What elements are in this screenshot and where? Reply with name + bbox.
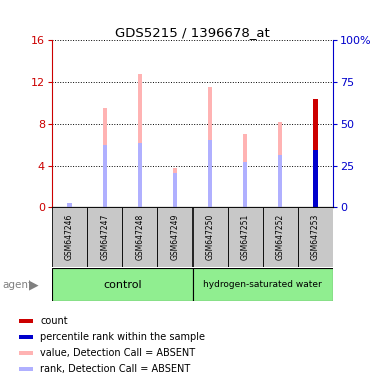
Bar (263, 207, 298, 267)
Bar (157, 207, 192, 267)
Bar (19, 351, 33, 355)
Bar (313, 150, 318, 207)
Bar (192, 207, 228, 267)
Bar (19, 335, 33, 339)
Text: rank, Detection Call = ABSENT: rank, Detection Call = ABSENT (40, 364, 190, 374)
Text: GSM647252: GSM647252 (276, 214, 285, 260)
Text: GSM647247: GSM647247 (100, 214, 109, 260)
Text: GSM647248: GSM647248 (135, 214, 144, 260)
Bar (52, 268, 192, 301)
Title: GDS5215 / 1396678_at: GDS5215 / 1396678_at (115, 26, 270, 39)
Bar (19, 319, 33, 323)
Bar (192, 268, 333, 301)
Bar (67, 203, 72, 207)
Text: hydrogen-saturated water: hydrogen-saturated water (203, 280, 322, 289)
Bar (278, 155, 283, 207)
Bar (313, 99, 318, 207)
Bar (243, 162, 247, 207)
Text: percentile rank within the sample: percentile rank within the sample (40, 332, 205, 342)
Text: agent: agent (2, 280, 32, 290)
Bar (228, 207, 263, 267)
Bar (67, 203, 72, 207)
Text: GSM647251: GSM647251 (241, 214, 250, 260)
Bar (278, 122, 283, 207)
Text: GSM647250: GSM647250 (206, 214, 214, 260)
Bar (102, 145, 107, 207)
Bar (138, 74, 142, 207)
Bar (87, 207, 122, 267)
Bar (173, 168, 177, 207)
Bar (208, 87, 212, 207)
Bar (102, 108, 107, 207)
Text: control: control (103, 280, 142, 290)
Bar (243, 134, 247, 207)
Bar (208, 139, 212, 207)
Bar (298, 207, 333, 267)
Text: GSM647249: GSM647249 (171, 214, 179, 260)
Text: GSM647246: GSM647246 (65, 214, 74, 260)
Text: value, Detection Call = ABSENT: value, Detection Call = ABSENT (40, 348, 195, 358)
Bar (52, 207, 87, 267)
Text: ▶: ▶ (29, 278, 39, 291)
Text: count: count (40, 316, 68, 326)
Bar (138, 142, 142, 207)
Text: GSM647253: GSM647253 (311, 214, 320, 260)
Bar (173, 173, 177, 207)
Bar (122, 207, 157, 267)
Bar (19, 367, 33, 371)
